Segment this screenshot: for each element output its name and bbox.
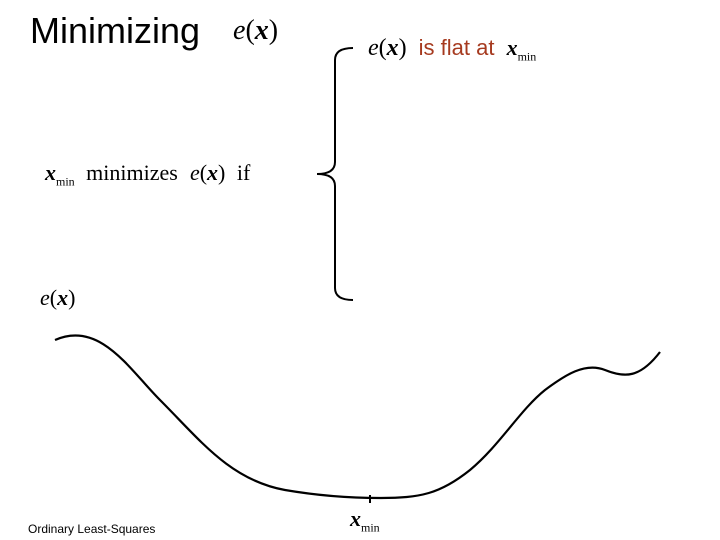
expr-e-of-x-title: e(x): [233, 15, 278, 47]
flat-label: is flat at: [419, 35, 495, 60]
footer: Ordinary Least-Squares: [28, 522, 155, 536]
xmin-cond: xmin: [507, 35, 537, 60]
diagram-svg: [0, 0, 720, 540]
function-curve: [55, 335, 660, 498]
title-text: Minimizing: [30, 10, 200, 51]
xmin-under-curve: xmin: [350, 506, 380, 535]
cond-flat: e(x) is flat at xmin: [368, 35, 536, 64]
premise: xmin minimizes e(x) if: [45, 160, 250, 189]
page-title: Minimizing: [30, 10, 200, 52]
footer-text: Ordinary Least-Squares: [28, 522, 155, 536]
brace-icon: [317, 48, 353, 300]
expr-e-of-x-cond: e(x): [368, 35, 413, 61]
y-axis-label: e(x): [40, 285, 75, 311]
